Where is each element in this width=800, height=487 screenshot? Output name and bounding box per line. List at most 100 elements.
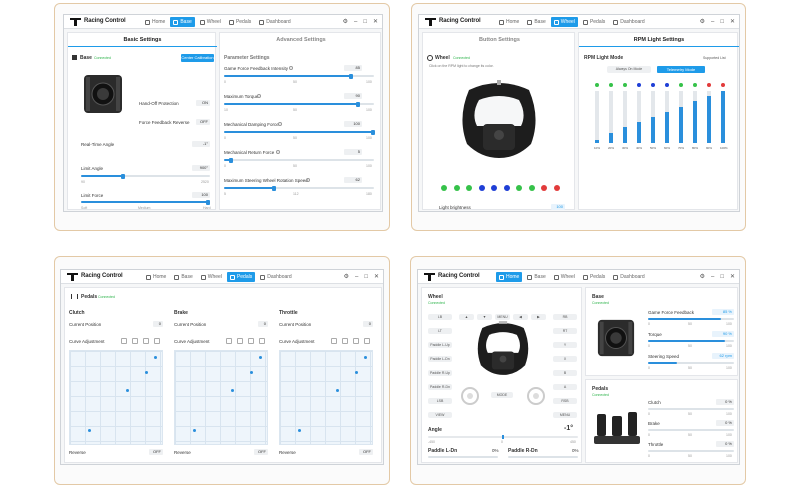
wheel-button-right[interactable]: RT [553, 328, 577, 334]
gear-icon[interactable]: ⚙ [342, 19, 348, 25]
tab-dashboard[interactable]: Dashboard [256, 17, 293, 27]
tab-dashboard[interactable]: Dashboard [610, 272, 647, 282]
wheel-button-right[interactable]: MENU [553, 412, 577, 418]
curve-preset-icon[interactable] [154, 338, 160, 344]
telemetry-mode-button[interactable]: Telemetry Mode [657, 66, 705, 73]
tab-base[interactable]: Base [524, 272, 548, 282]
maximize-icon[interactable]: □ [720, 19, 724, 25]
gear-icon[interactable]: ⚙ [343, 274, 349, 280]
curve-preset-icon[interactable] [331, 338, 337, 344]
slider-knob[interactable] [228, 157, 233, 163]
limit-angle-value[interactable]: 900° [192, 165, 210, 171]
wheel-button-top[interactable]: ▼ [477, 314, 492, 320]
rpm-led[interactable] [441, 185, 447, 191]
limit-angle-slider[interactable] [81, 173, 210, 179]
tab-pedals[interactable]: Pedals [580, 17, 608, 27]
gear-icon[interactable]: ⚙ [699, 274, 705, 280]
curve-graph[interactable] [69, 350, 163, 445]
tab-wheel[interactable]: Wheel [551, 272, 578, 282]
curve-preset-icon[interactable] [364, 338, 370, 344]
supported-list-link[interactable]: Supported List [703, 56, 726, 60]
rpm-bar[interactable] [693, 101, 697, 143]
wheel-button-right[interactable]: Y [553, 342, 577, 348]
tab-base[interactable]: Base [524, 17, 548, 27]
minimize-icon[interactable]: – [354, 19, 358, 25]
curve-preset-icon[interactable] [237, 338, 243, 344]
minimize-icon[interactable]: – [711, 274, 715, 280]
limit-force-slider[interactable] [81, 199, 210, 205]
rpm-led[interactable] [466, 185, 472, 191]
curve-point[interactable] [355, 371, 358, 374]
curve-preset-icon[interactable] [248, 338, 254, 344]
rpm-led[interactable] [541, 185, 547, 191]
curve-preset-icon[interactable] [259, 338, 265, 344]
rpm-bar[interactable] [651, 117, 655, 143]
tab-button-settings[interactable]: Button Settings [479, 37, 520, 43]
curve-preset-icon[interactable] [226, 338, 232, 344]
wheel-button-left[interactable]: VIEW [428, 412, 452, 418]
param-slider[interactable] [224, 185, 374, 191]
curve-point[interactable] [250, 371, 253, 374]
slider-knob[interactable] [356, 101, 360, 107]
wheel-button-top[interactable]: ▶ [531, 314, 546, 320]
tab-wheel[interactable]: Wheel [198, 272, 225, 282]
param-slider[interactable] [224, 73, 374, 79]
tab-pedals[interactable]: Pedals [580, 272, 608, 282]
limit-force-value[interactable]: 100 [192, 192, 210, 198]
tab-home[interactable]: Home [142, 17, 168, 27]
curve-point[interactable] [126, 389, 129, 392]
rpm-led[interactable] [528, 185, 535, 191]
curve-graph[interactable] [174, 350, 268, 445]
wheel-button-left[interactable]: LB [428, 314, 452, 320]
rpm-led[interactable] [478, 185, 485, 191]
curve-preset-icon[interactable] [342, 338, 348, 344]
param-slider[interactable] [224, 129, 375, 135]
curve-preset-icon[interactable] [143, 338, 149, 344]
hand-off-toggle[interactable]: ON [196, 100, 210, 106]
rpm-bar[interactable] [721, 91, 725, 143]
tab-dashboard[interactable]: Dashboard [610, 17, 647, 27]
rpm-bar[interactable] [679, 106, 683, 143]
rpm-led[interactable] [516, 185, 522, 191]
curve-point[interactable] [193, 429, 196, 432]
curve-point[interactable] [154, 356, 157, 359]
wheel-button-top[interactable]: ◀ [513, 314, 528, 320]
tab-dashboard[interactable]: Dashboard [257, 272, 294, 282]
brightness-value[interactable]: 100 [551, 204, 565, 210]
tab-home[interactable]: Home [496, 17, 522, 27]
curve-preset-icon[interactable] [121, 338, 127, 344]
param-value[interactable]: 5 [344, 149, 362, 155]
slider-knob[interactable] [272, 185, 276, 191]
reverse-toggle[interactable]: OFF [359, 449, 373, 455]
wheel-button-top[interactable]: MENU [495, 314, 510, 320]
rpm-bar[interactable] [637, 122, 641, 143]
param-value[interactable]: 100 [344, 121, 362, 127]
maximize-icon[interactable]: □ [364, 274, 368, 280]
wheel-button-left[interactable]: Paddle R-Up [428, 370, 452, 376]
maximize-icon[interactable]: □ [363, 19, 367, 25]
wheel-button-right[interactable]: RB [553, 314, 577, 320]
wheel-button-top[interactable]: ▲ [459, 314, 474, 320]
tab-pedals[interactable]: Pedals [226, 272, 256, 282]
rpm-bar[interactable] [707, 96, 711, 143]
rpm-bar[interactable] [623, 127, 627, 143]
close-icon[interactable]: ✕ [729, 19, 735, 25]
wheel-button-right[interactable]: B [553, 370, 577, 376]
rpm-led[interactable] [453, 185, 460, 191]
reverse-toggle[interactable]: OFF [254, 449, 268, 455]
curve-graph[interactable] [279, 350, 373, 445]
close-icon[interactable]: ✕ [372, 19, 378, 25]
wheel-button-left[interactable]: Paddle R-Dn [428, 384, 452, 390]
tab-base[interactable]: Base [170, 17, 195, 27]
curve-preset-icon[interactable] [353, 338, 359, 344]
param-value[interactable]: 85 [344, 65, 362, 71]
tab-basic-settings[interactable]: Basic Settings [68, 33, 217, 47]
wheel-button-left[interactable]: Paddle L-Up [428, 342, 452, 348]
wheel-button-left[interactable]: Paddle L-Dn [428, 356, 452, 362]
curve-point[interactable] [88, 429, 91, 432]
param-value[interactable]: 62 [344, 177, 362, 183]
curve-preset-icon[interactable] [132, 338, 138, 344]
tab-home[interactable]: Home [143, 272, 169, 282]
rpm-bar[interactable] [609, 132, 613, 143]
rpm-bar[interactable] [595, 140, 599, 143]
